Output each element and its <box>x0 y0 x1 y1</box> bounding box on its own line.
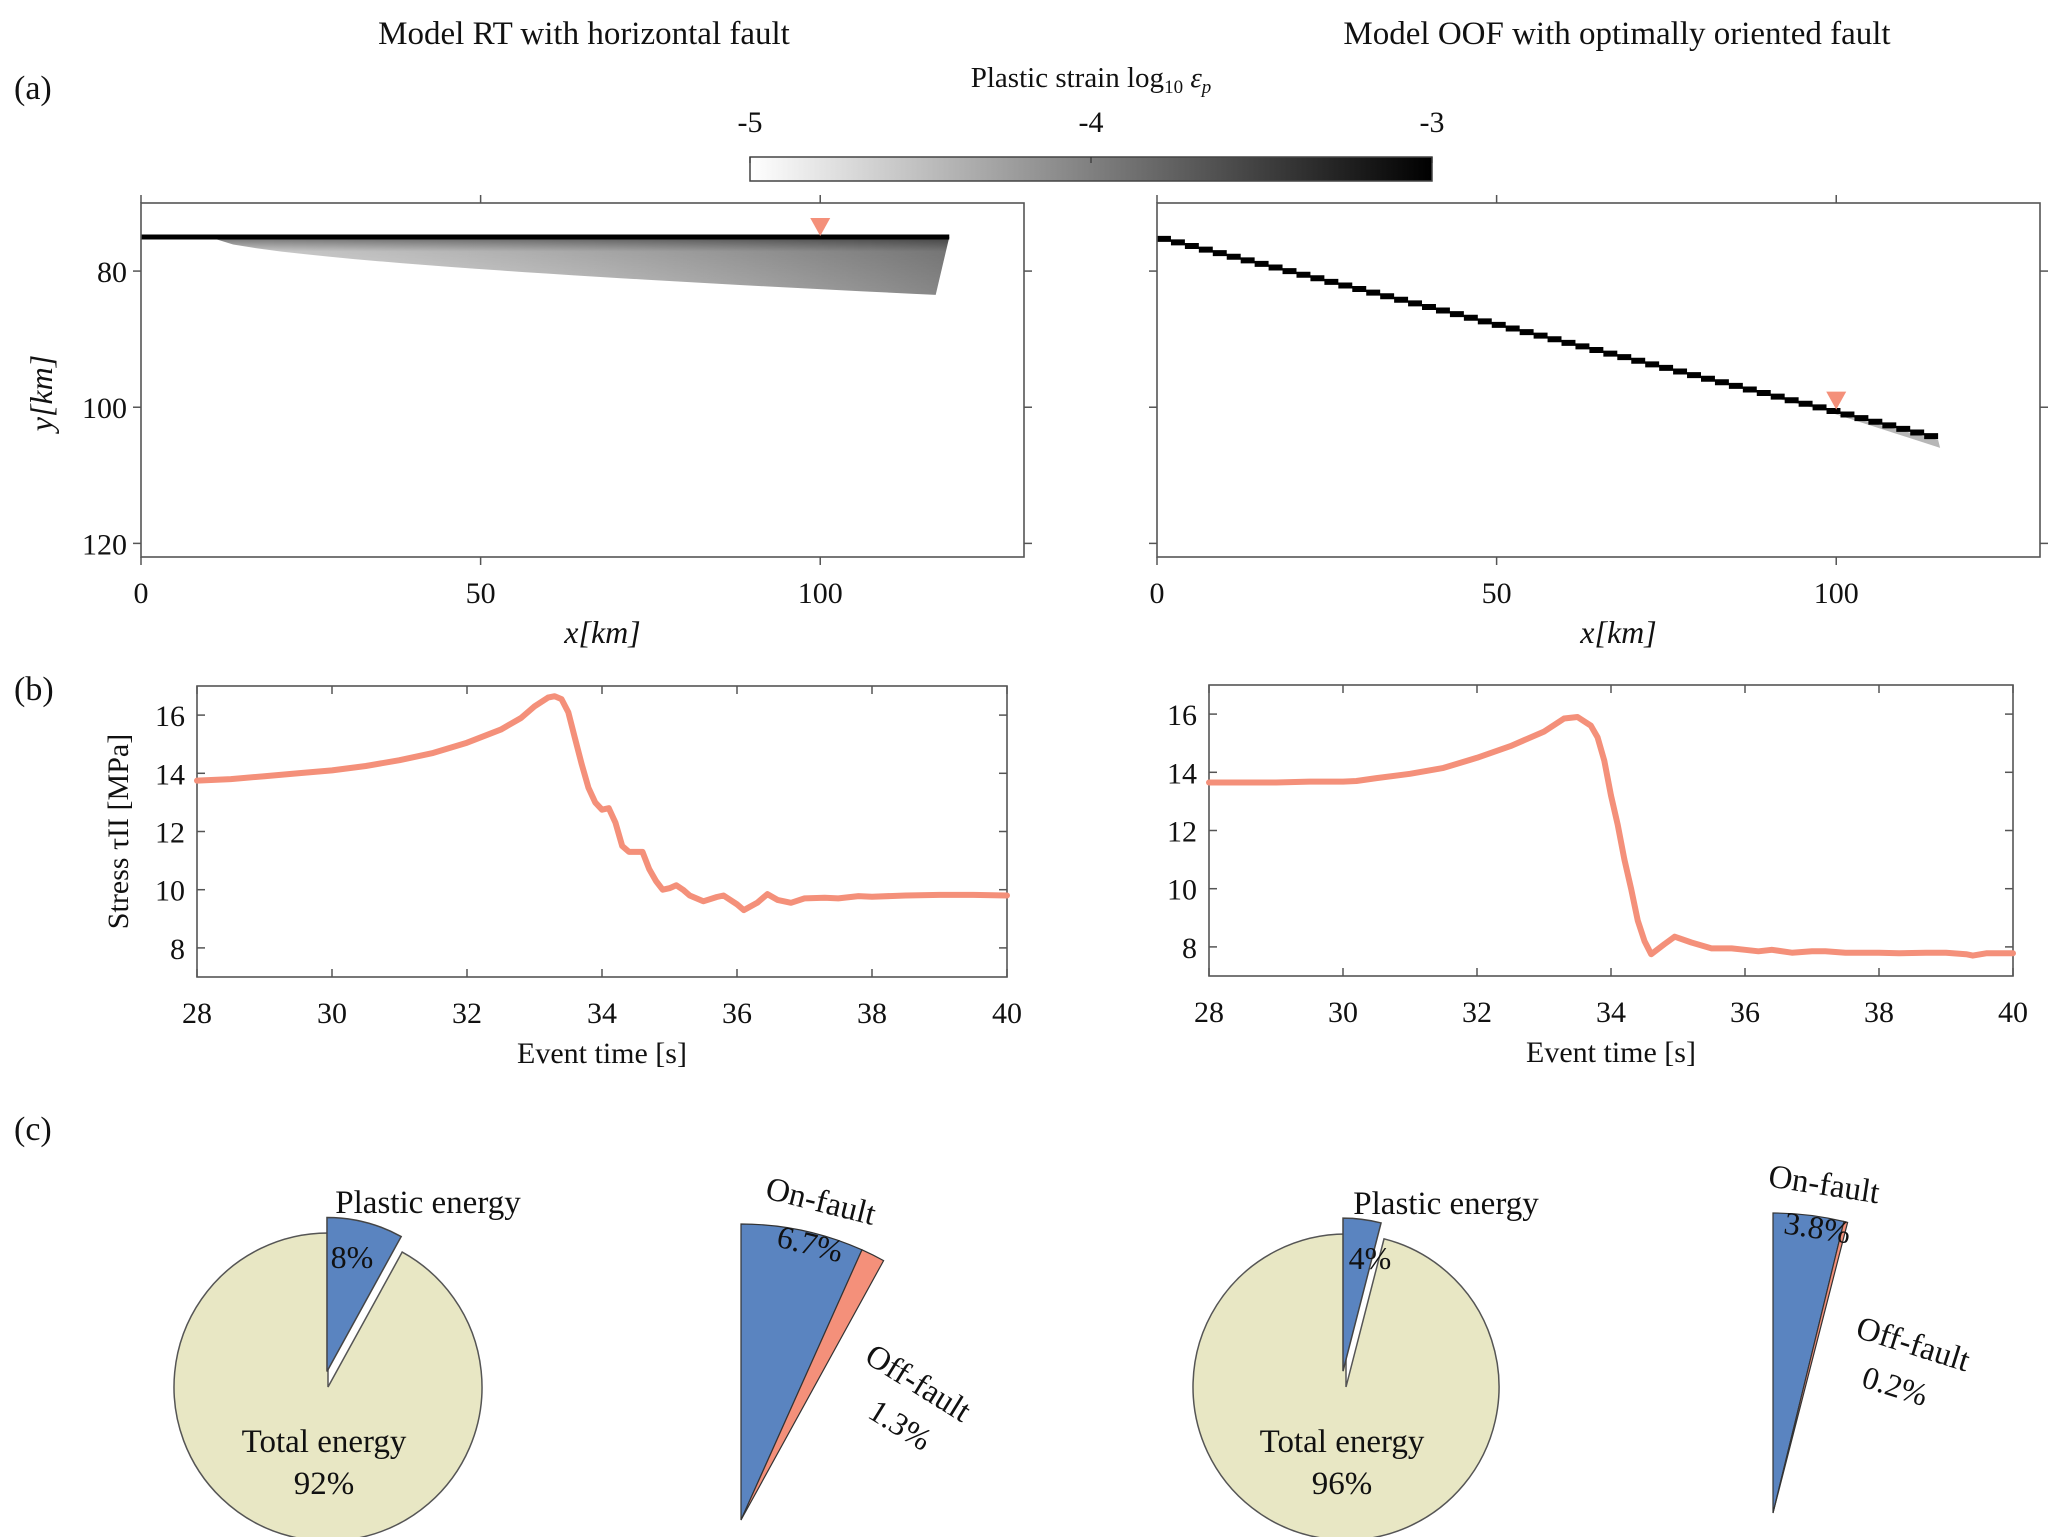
wedge-value-off-fault: 0.2% <box>1858 1359 1932 1413</box>
axes-frame <box>196 685 1008 978</box>
pie-value-plastic: 4% <box>1349 1240 1392 1276</box>
x-tick-label: 38 <box>857 997 887 1030</box>
y-tick-label: 14 <box>155 758 185 791</box>
energy-pie-oof: Plastic energy 4% Total energy 96% <box>1192 1186 1539 1537</box>
x-tick-label: 28 <box>182 997 212 1030</box>
x-tick-label: 30 <box>317 997 347 1030</box>
panel-label-a: (a) <box>14 70 52 107</box>
axes-frame <box>1208 684 2014 977</box>
y-tick-label: 12 <box>155 817 185 850</box>
pie-value-plastic: 8% <box>331 1239 374 1275</box>
x-tick-label: 40 <box>1998 996 2028 1029</box>
y-tick-label: 16 <box>1167 699 1197 732</box>
y-tick-label: 10 <box>155 875 185 908</box>
stress-series-line <box>1206 714 2016 959</box>
y-tick-label: 100 <box>82 392 127 425</box>
panel-label-b: (b) <box>14 671 54 708</box>
column-title-rt: Model RT with horizontal fault <box>378 16 790 52</box>
panel-label-c: (c) <box>14 1111 52 1148</box>
energy-pie-rt: Plastic energy 8% Total energy 92% <box>173 1185 521 1537</box>
y-tick-label: 8 <box>170 933 185 966</box>
y-axis-label: Stress τII [MPa] <box>102 734 135 929</box>
x-tick-label: 36 <box>722 997 752 1030</box>
fault-line <box>1157 235 1939 440</box>
axes-frame <box>140 202 1025 558</box>
damage-zone-shade <box>208 237 950 295</box>
colorbar-tick-label: -5 <box>738 106 763 139</box>
pie-label-plastic: Plastic energy <box>335 1185 521 1221</box>
strain-plot-rt: 0 50 100 80 100 120 x[km] y[km] <box>23 195 1032 650</box>
damage-zone <box>1768 396 1941 448</box>
x-tick-label: 40 <box>992 997 1022 1030</box>
y-tick-label: 120 <box>82 528 127 561</box>
x-axis-label: x[km] <box>1579 614 1656 650</box>
colorbar-tick-label: -4 <box>1079 106 1104 139</box>
y-tick-label: 14 <box>1167 757 1197 790</box>
colorbar: Plastic strain log10 εp -5 -4 -3 <box>738 62 1445 182</box>
x-tick-label: 34 <box>587 997 617 1030</box>
y-tick-label: 8 <box>1182 932 1197 965</box>
pie-value-total: 96% <box>1312 1466 1373 1502</box>
column-title-oof: Model OOF with optimally oriented fault <box>1343 16 1890 52</box>
x-tick-label: 100 <box>1814 577 1859 610</box>
x-tick-label: 100 <box>798 577 843 610</box>
colorbar-title: Plastic strain log10 εp <box>971 62 1212 98</box>
pie-label-total: Total energy <box>242 1424 407 1460</box>
pie-slice-total-energy <box>173 1232 483 1537</box>
pie-label-plastic: Plastic energy <box>1353 1186 1539 1222</box>
y-tick-label: 16 <box>155 700 185 733</box>
stress-plot-rt: 28 30 32 34 36 38 40 8 10 12 14 16 Event time [s] Str… <box>102 685 1022 1070</box>
strain-plot-oof: 0 50 100 x[km] <box>1149 195 2048 650</box>
x-tick-label: 32 <box>1462 996 1492 1029</box>
y-tick-label: 10 <box>1167 874 1197 907</box>
x-axis-label: Event time [s] <box>517 1037 687 1070</box>
axes-frame <box>1156 202 2041 558</box>
wedge-off-fault <box>740 1249 885 1521</box>
pie-slice-plastic-energy <box>326 1216 403 1372</box>
x-tick-label: 50 <box>1482 577 1512 610</box>
pie-slice-plastic-energy <box>1342 1217 1382 1372</box>
x-tick-label: 32 <box>452 997 482 1030</box>
colorbar-tick-label: -3 <box>1420 106 1445 139</box>
y-tick-label: 80 <box>97 256 127 289</box>
y-tick-label: 12 <box>1167 816 1197 849</box>
x-tick-label: 36 <box>1730 996 1760 1029</box>
pie-value-total: 92% <box>294 1466 355 1502</box>
x-axis-label: Event time [s] <box>1526 1036 1696 1069</box>
station-marker-icon <box>1826 391 1847 410</box>
wedge-off-fault <box>1772 1220 1849 1514</box>
x-tick-label: 0 <box>1150 577 1165 610</box>
x-tick-label: 0 <box>134 577 149 610</box>
pie-label-total: Total energy <box>1260 1424 1425 1460</box>
wedge-label-on-fault: On-fault <box>762 1171 879 1233</box>
x-tick-label: 38 <box>1864 996 1894 1029</box>
x-tick-label: 50 <box>466 577 496 610</box>
stress-series-line <box>194 693 1010 914</box>
wedge-on-fault <box>740 1223 863 1521</box>
wedge-label-on-fault: On-fault <box>1766 1159 1882 1212</box>
x-tick-label: 28 <box>1194 996 1224 1029</box>
y-axis-label: y[km] <box>23 355 59 434</box>
x-axis-label: x[km] <box>563 614 640 650</box>
pie-slice-total-energy <box>1192 1233 1500 1537</box>
x-tick-label: 34 <box>1596 996 1626 1029</box>
station-marker-icon <box>810 218 831 237</box>
x-tick-label: 30 <box>1328 996 1358 1029</box>
stress-plot-oof: 28 30 32 34 36 38 40 8 10 12 14 16 Event time [s] <box>1167 684 2028 1069</box>
